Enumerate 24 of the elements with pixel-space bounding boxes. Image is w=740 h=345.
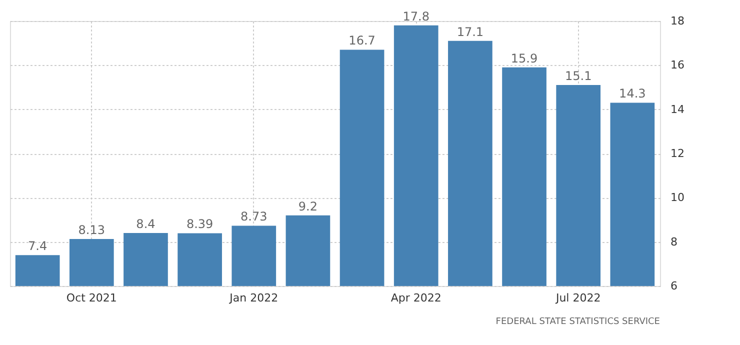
- x-tick-label: Apr 2022: [390, 292, 442, 304]
- y-tick-label: 18: [670, 14, 684, 28]
- data-label: 16.7: [348, 34, 376, 48]
- data-label: 17.8: [402, 9, 430, 24]
- data-label: 15.9: [510, 51, 538, 66]
- text: FEDERAL STATE STATISTICS SERVICE: [496, 317, 660, 327]
- x-tick-label: Jul 2022: [554, 292, 601, 304]
- data-label: 14.3: [619, 86, 646, 101]
- y-tick-label: 6: [670, 280, 678, 292]
- data-label: 8.73: [240, 210, 268, 224]
- data-label: 9.2: [298, 199, 318, 214]
- y-tick-label: 10: [670, 191, 684, 204]
- y-tick-label: 8: [670, 235, 678, 248]
- data-label: 17.1: [456, 24, 484, 39]
- data-label: 7.4: [28, 239, 48, 254]
- x-tick-label: Jan 2022: [228, 292, 278, 304]
- y-tick-label: 14: [670, 102, 684, 116]
- y-tick-label: 16: [670, 58, 684, 72]
- data-label: 8.13: [78, 222, 106, 237]
- y-tick-label: 12: [670, 147, 684, 160]
- data-label: 15.1: [564, 69, 592, 84]
- x-tick-label: Oct 2021: [66, 292, 117, 304]
- data-label: 8.39: [186, 217, 214, 232]
- data-label: 8.4: [136, 217, 156, 231]
